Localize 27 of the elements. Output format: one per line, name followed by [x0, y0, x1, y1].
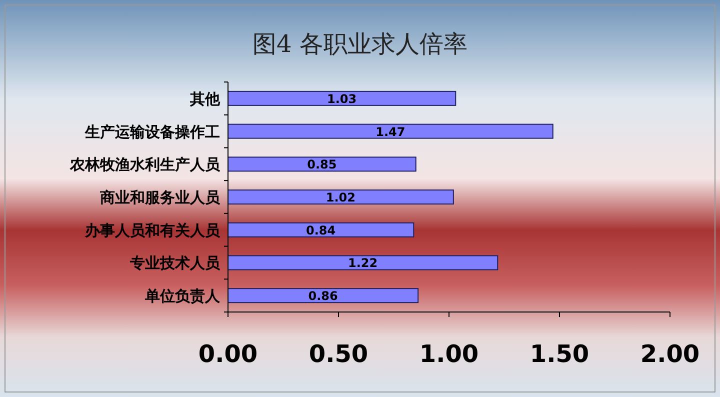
- bar: [228, 156, 416, 172]
- y-tick-label: 办事人员和有关人员: [84, 221, 221, 240]
- bar: [228, 288, 419, 304]
- bar: [228, 255, 498, 270]
- x-tick-label: 0.50: [308, 340, 368, 368]
- data-label: 1.47: [376, 124, 406, 139]
- x-tick-label: 1.50: [530, 340, 590, 368]
- bar: [228, 124, 554, 139]
- x-tick-label: 0.00: [198, 340, 258, 368]
- y-tick-label: 其他: [189, 90, 221, 108]
- bar: [228, 222, 414, 238]
- chart-title: 图4 各职业求人倍率: [252, 30, 468, 58]
- bar: [228, 190, 454, 204]
- y-tick-label: 生产运输设备操作工: [84, 122, 220, 141]
- bar: [228, 90, 456, 106]
- data-label: 0.84: [306, 223, 336, 238]
- y-tick-label: 单位负责人: [144, 287, 221, 306]
- y-tick-label: 专业技术人员: [129, 254, 221, 272]
- y-tick-label: 商业和服务业人员: [99, 188, 221, 206]
- data-label: 0.85: [307, 158, 337, 172]
- data-label: 1.03: [327, 92, 357, 106]
- x-tick-label: 1.00: [419, 340, 479, 368]
- y-tick-label: 农林牧渔水利生产人员: [69, 156, 221, 174]
- x-tick-label: 2.00: [640, 340, 700, 368]
- data-label: 1.02: [326, 190, 356, 204]
- data-label: 1.22: [348, 256, 378, 270]
- data-label: 0.86: [308, 289, 338, 304]
